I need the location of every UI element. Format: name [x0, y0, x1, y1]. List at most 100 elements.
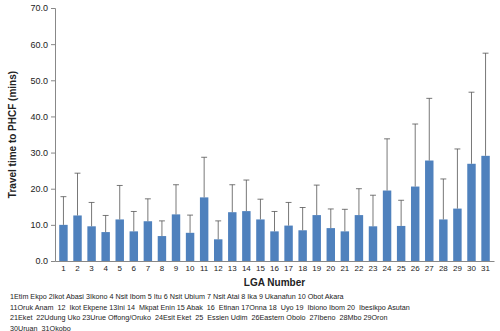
error-cap	[342, 209, 348, 210]
error-bar	[243, 180, 249, 211]
error-bar	[300, 208, 306, 231]
y-axis: 0.010.020.030.040.050.060.070.0	[30, 3, 55, 266]
bar	[144, 221, 152, 261]
error-cap	[103, 215, 109, 216]
error-bar	[131, 211, 137, 231]
y-tick-mark	[51, 225, 55, 226]
error-cap	[356, 188, 362, 189]
y-tick: 30.0	[30, 148, 55, 158]
x-tick-label: 11	[200, 264, 209, 273]
x-tick: 24	[383, 261, 392, 273]
x-axis-line	[56, 261, 495, 262]
error-cap	[398, 200, 404, 201]
error-stem	[218, 221, 219, 239]
error-cap	[440, 178, 446, 179]
error-cap	[384, 138, 390, 139]
y-tick: 40.0	[30, 112, 55, 122]
error-bar	[384, 139, 390, 191]
error-bar	[103, 215, 109, 232]
error-cap	[89, 202, 95, 203]
annotation: 21Eket 22Udung Uko 23Urue Offong/Oruko 2…	[10, 313, 387, 322]
error-stem	[133, 211, 134, 231]
x-tick: 20	[326, 261, 335, 273]
error-stem	[415, 124, 416, 187]
error-stem	[401, 200, 402, 226]
error-stem	[443, 179, 444, 219]
error-bar	[356, 189, 362, 215]
bar	[284, 226, 292, 261]
error-cap	[483, 53, 489, 54]
error-bar	[272, 211, 278, 231]
x-tick-label: 17	[284, 264, 293, 273]
error-cap	[215, 220, 221, 221]
error-bar	[187, 215, 193, 233]
error-cap	[257, 199, 263, 200]
x-tick-label: 21	[340, 264, 349, 273]
x-tick: 7	[146, 261, 151, 273]
x-tick: 2	[75, 261, 80, 273]
error-stem	[204, 157, 205, 197]
error-cap	[75, 173, 81, 174]
annotation: 1Etim Ekpo 2Ikot Abasi 3Ikono 4 Nsit Ibo…	[10, 292, 344, 301]
bar	[298, 230, 306, 261]
error-stem	[77, 173, 78, 215]
x-tick: 8	[160, 261, 165, 273]
x-tick-label: 25	[397, 264, 406, 273]
x-tick: 15	[256, 261, 265, 273]
x-tick-label: 9	[174, 264, 179, 273]
error-bar	[314, 185, 320, 215]
x-axis-title: LGA Number	[244, 277, 305, 288]
x-tick: 29	[453, 261, 462, 273]
x-tick: 4	[103, 261, 108, 273]
chart: 0.010.020.030.040.050.060.070.0123456789…	[0, 0, 500, 331]
x-tick: 19	[312, 261, 321, 273]
bar	[116, 219, 124, 261]
bar	[397, 226, 405, 261]
legend-notes: 1Etim Ekpo 2Ikot Abasi 3Ikono 4 Nsit Ibo…	[10, 292, 410, 331]
x-tick: 17	[284, 261, 293, 273]
error-bar	[398, 200, 404, 226]
x-tick: 26	[411, 261, 420, 273]
y-tick-label: 70.0	[30, 3, 48, 13]
x-tick-label: 14	[242, 264, 251, 273]
bar	[383, 191, 391, 261]
x-tick-label: 1	[61, 264, 66, 273]
x-tick-label: 24	[383, 264, 392, 273]
error-cap	[187, 215, 193, 216]
y-tick-label: 60.0	[30, 40, 48, 50]
error-cap	[60, 196, 66, 197]
x-tick: 10	[186, 261, 195, 273]
x-tick-label: 3	[89, 264, 94, 273]
error-bar	[145, 199, 151, 221]
annotation: 11Oruk Anam 12 Ikot Ekpene 13Ini 14 Mkpa…	[10, 303, 410, 312]
x-tick-label: 15	[256, 264, 265, 273]
bar	[130, 231, 138, 261]
y-tick-label: 50.0	[30, 76, 48, 86]
x-tick-label: 10	[186, 264, 195, 273]
y-tick-mark	[51, 189, 55, 190]
x-tick-label: 2	[75, 264, 80, 273]
error-bar	[469, 92, 475, 164]
x-tick-label: 13	[228, 264, 237, 273]
y-tick: 10.0	[30, 220, 55, 230]
error-cap	[314, 185, 320, 186]
error-stem	[147, 199, 148, 221]
error-stem	[119, 185, 120, 219]
y-tick-mark	[51, 80, 55, 81]
error-stem	[302, 208, 303, 231]
error-bar	[257, 199, 263, 219]
error-bar	[215, 221, 221, 239]
error-bar	[328, 209, 334, 228]
bar	[228, 212, 236, 261]
error-stem	[63, 197, 64, 225]
x-tick-label: 29	[453, 264, 462, 273]
x-tick-label: 8	[160, 264, 165, 273]
error-cap	[159, 220, 165, 221]
error-cap	[286, 202, 292, 203]
x-tick-label: 19	[312, 264, 321, 273]
error-bar	[286, 202, 292, 225]
bar	[73, 215, 81, 261]
x-tick: 28	[439, 261, 448, 273]
x-tick-label: 31	[481, 264, 490, 273]
y-tick-label: 30.0	[30, 148, 48, 158]
